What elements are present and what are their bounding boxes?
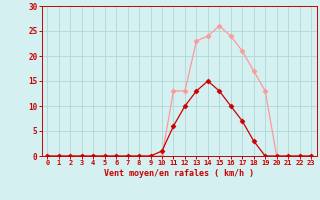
X-axis label: Vent moyen/en rafales ( km/h ): Vent moyen/en rafales ( km/h ) xyxy=(104,169,254,178)
